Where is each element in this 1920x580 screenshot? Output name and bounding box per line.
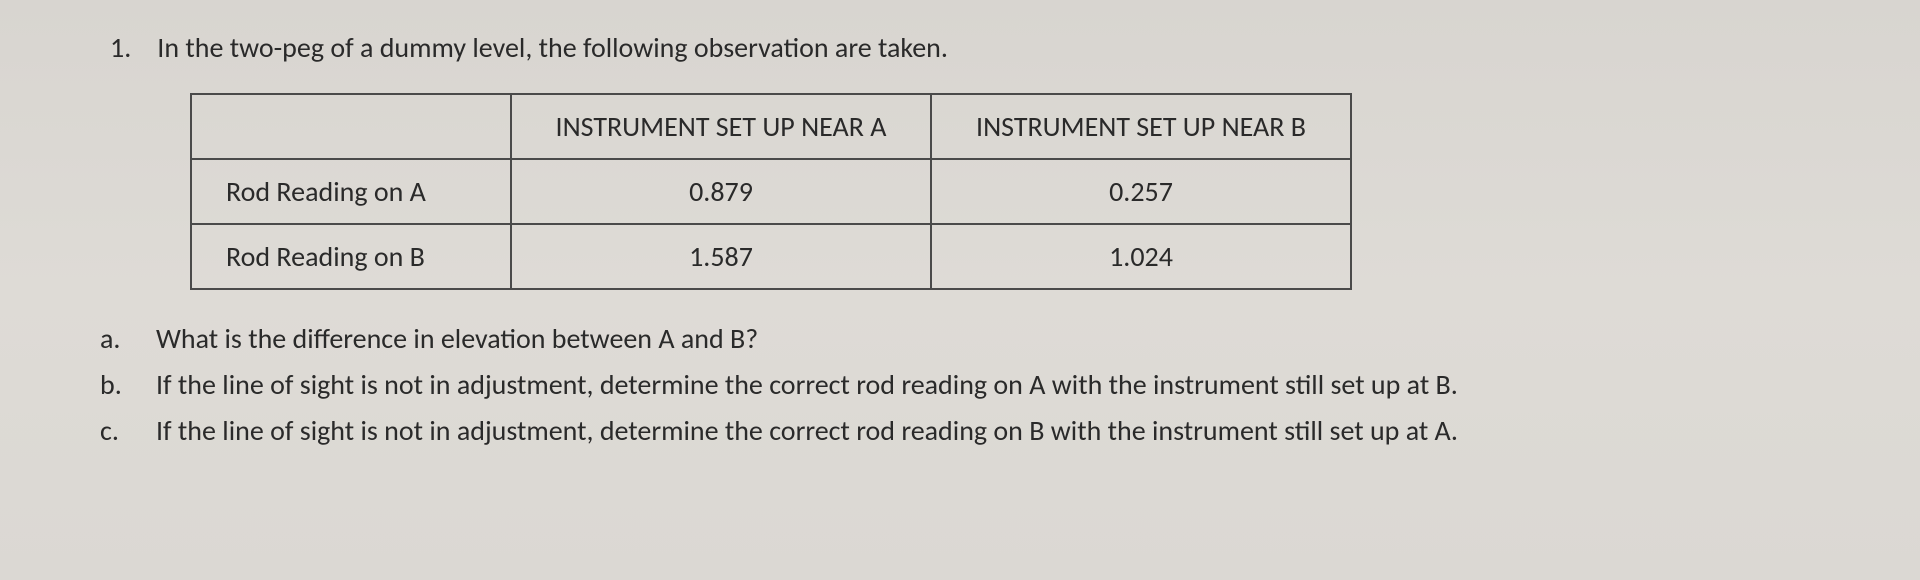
table-header-near-a: INSTRUMENT SET UP NEAR A bbox=[511, 94, 931, 159]
table-header-near-b: INSTRUMENT SET UP NEAR B bbox=[931, 94, 1351, 159]
subpart-b: b. If the line of sight is not in adjust… bbox=[100, 366, 1820, 404]
subpart-b-text: If the line of sight is not in adjustmen… bbox=[156, 366, 1458, 404]
cell-a-near-b: 0.257 bbox=[931, 159, 1351, 224]
subpart-a: a. What is the difference in elevation b… bbox=[100, 320, 1820, 358]
table-row: Rod Reading on B 1.587 1.024 bbox=[191, 224, 1351, 289]
subpart-a-letter: a. bbox=[100, 321, 130, 356]
table-container: INSTRUMENT SET UP NEAR A INSTRUMENT SET … bbox=[190, 93, 1820, 290]
subpart-c-text: If the line of sight is not in adjustmen… bbox=[156, 412, 1458, 450]
cell-a-near-a: 0.879 bbox=[511, 159, 931, 224]
observation-table: INSTRUMENT SET UP NEAR A INSTRUMENT SET … bbox=[190, 93, 1352, 290]
question-text: In the two-peg of a dummy level, the fol… bbox=[157, 30, 948, 65]
row-label-a: Rod Reading on A bbox=[191, 159, 511, 224]
subparts-list: a. What is the difference in elevation b… bbox=[100, 320, 1820, 449]
subpart-c-letter: c. bbox=[100, 413, 130, 448]
table-header-row: INSTRUMENT SET UP NEAR A INSTRUMENT SET … bbox=[191, 94, 1351, 159]
question-number: 1. bbox=[110, 30, 131, 65]
subpart-b-letter: b. bbox=[100, 367, 130, 402]
table-header-blank bbox=[191, 94, 511, 159]
subpart-c: c. If the line of sight is not in adjust… bbox=[100, 412, 1820, 450]
row-label-b: Rod Reading on B bbox=[191, 224, 511, 289]
table-row: Rod Reading on A 0.879 0.257 bbox=[191, 159, 1351, 224]
cell-b-near-b: 1.024 bbox=[931, 224, 1351, 289]
cell-b-near-a: 1.587 bbox=[511, 224, 931, 289]
question-line: 1. In the two-peg of a dummy level, the … bbox=[110, 30, 1820, 65]
subpart-a-text: What is the difference in elevation betw… bbox=[156, 320, 758, 358]
